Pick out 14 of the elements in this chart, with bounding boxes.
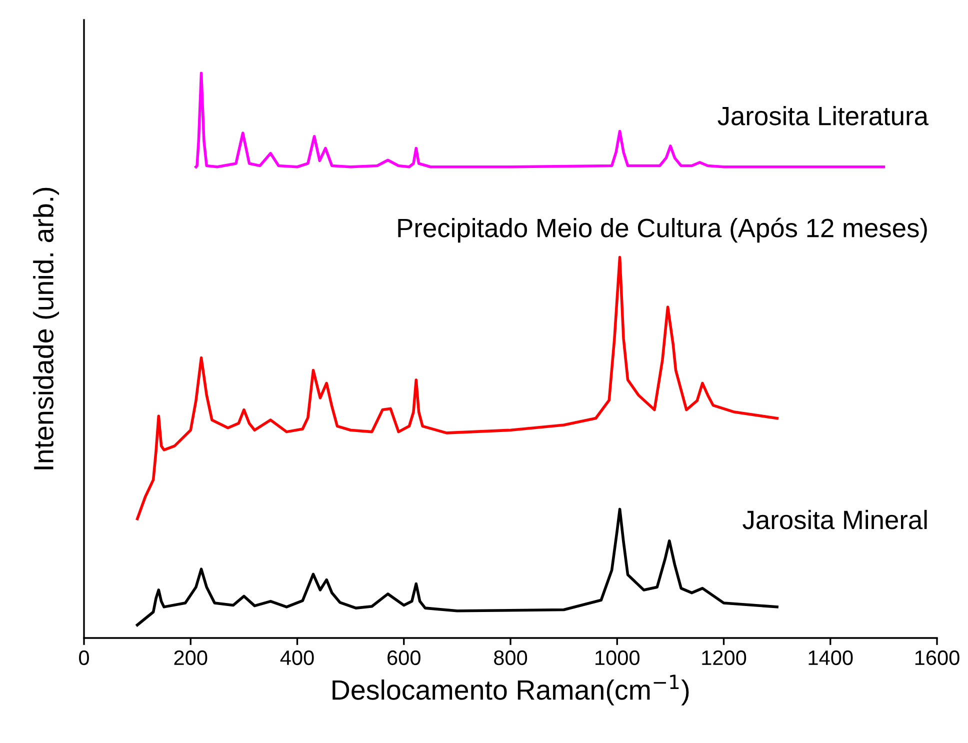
series-label: Precipitado Meio de Cultura (Após 12 meses) <box>398 218 927 243</box>
y-axis-title: Intensidade (unid. arb.) <box>33 188 59 470</box>
x-tick-label: 0 <box>79 650 89 666</box>
x-tick-label: 1200 <box>702 650 746 666</box>
x-tick-label: 200 <box>174 650 208 666</box>
x-tick-label: 400 <box>280 650 314 666</box>
x-tick-label: 1600 <box>915 650 960 666</box>
x-tick-label: 1000 <box>596 650 640 666</box>
text: Jarosita Mineral <box>742 510 927 530</box>
x-tick-label: 600 <box>388 650 420 666</box>
series-label: Jarosita Literatura <box>718 106 928 126</box>
x-axis-title: Deslocamento Raman(cm$^{−1}$) <box>332 674 689 706</box>
x-tick-label: 1400 <box>808 650 853 666</box>
x-tick-label: 800 <box>494 650 528 666</box>
